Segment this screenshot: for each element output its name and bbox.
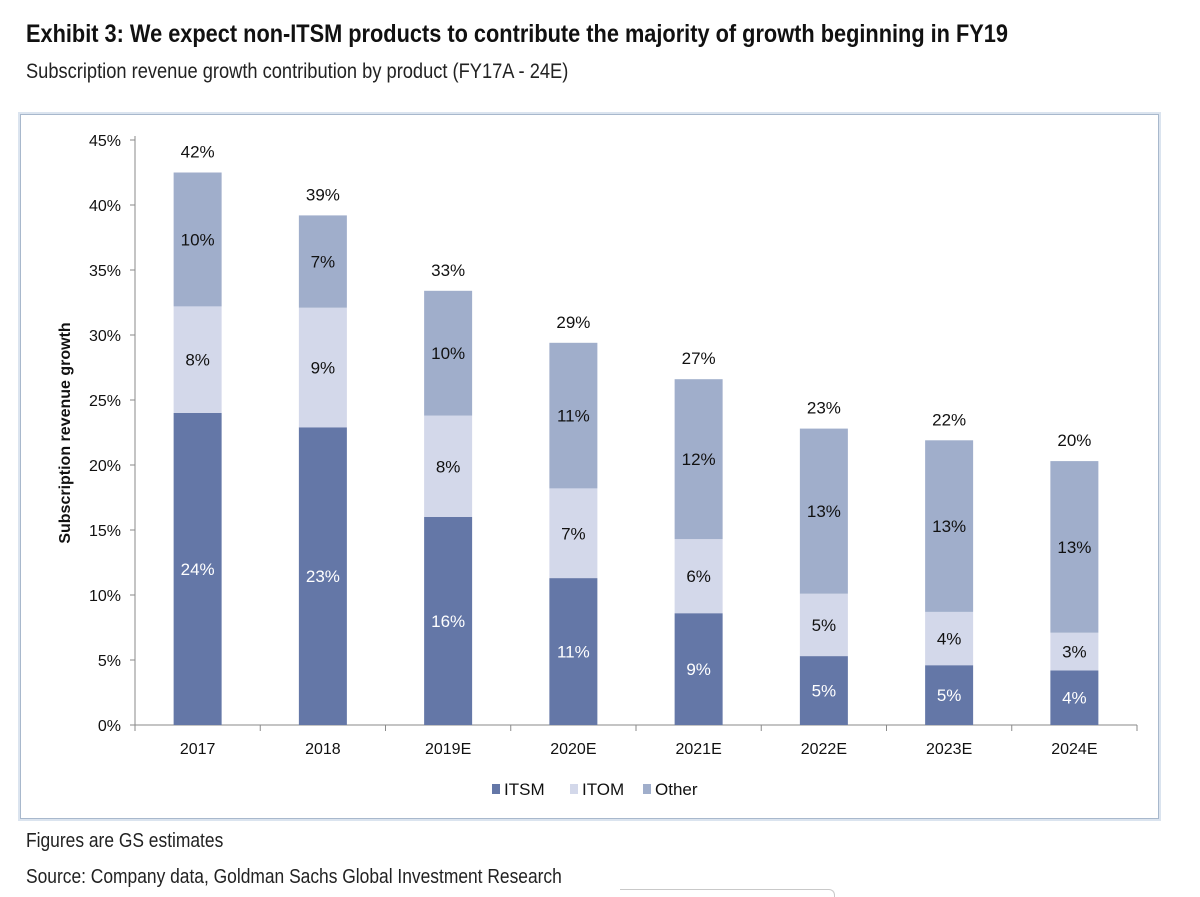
data-label-itom: 7%: [561, 524, 586, 543]
data-label-itsm: 5%: [937, 686, 962, 705]
bar-segment-itsm: [173, 413, 222, 725]
scroll-edge: [620, 889, 835, 897]
bar-segment-itsm: [1050, 670, 1099, 725]
data-label-itom: 8%: [436, 457, 461, 476]
data-label-other: 11%: [557, 407, 590, 426]
legend-swatch-itsm: [492, 784, 500, 794]
bar-segment-itsm: [424, 517, 473, 725]
legend-label-itom: ITOM: [582, 780, 624, 799]
total-label: 42%: [181, 143, 215, 162]
total-label: 29%: [556, 313, 590, 332]
total-label: 23%: [807, 399, 841, 418]
x-tick-label: 2020E: [550, 741, 596, 758]
bar-segment-other: [1050, 461, 1099, 633]
bar-segment-other: [674, 379, 723, 540]
bar-segment-other: [298, 215, 347, 308]
bar-segment-other: [549, 342, 598, 489]
bar-segment-other: [925, 440, 974, 612]
data-label-itsm: 16%: [431, 612, 465, 631]
bar-segment-itom: [549, 488, 598, 579]
data-label-itsm: 11%: [557, 643, 590, 662]
bar-segment-itom: [799, 593, 848, 657]
data-label-other: 13%: [807, 502, 841, 521]
y-tick-label: 45%: [89, 133, 121, 150]
y-tick-label: 25%: [89, 393, 121, 410]
y-tick-label: 20%: [89, 458, 121, 475]
data-label-itsm: 24%: [181, 560, 215, 579]
data-label-other: 13%: [932, 517, 966, 536]
data-label-itom: 3%: [1062, 643, 1087, 662]
data-label-other: 13%: [1057, 538, 1091, 557]
x-tick-label: 2019E: [425, 741, 471, 758]
data-label-itsm: 4%: [1062, 689, 1087, 708]
data-label-other: 12%: [682, 450, 716, 469]
bar-segment-itom: [173, 306, 222, 413]
bar-segment-other: [799, 428, 848, 594]
y-tick-label: 15%: [89, 523, 121, 540]
bar-segment-itsm: [549, 578, 598, 725]
x-tick-label: 2022E: [801, 741, 847, 758]
total-label: 39%: [306, 185, 340, 204]
chart-frame: 0% 5% 10% 15% 20% 25% 30% 35% 40% 45% Subscription…: [20, 114, 1159, 819]
x-tick-label: 2024E: [1051, 741, 1097, 758]
source-note: Source: Company data, Goldman Sachs Glob…: [26, 866, 562, 888]
total-label: 22%: [932, 410, 966, 429]
data-label-other: 7%: [311, 253, 336, 272]
bar-segment-itom: [674, 539, 723, 614]
bar-segment-itsm: [925, 665, 974, 725]
data-label-itom: 4%: [937, 630, 962, 649]
bar-segment-itom: [1050, 632, 1099, 671]
bar-segment-itom: [424, 415, 473, 517]
legend-label-itsm: ITSM: [504, 780, 545, 799]
y-tick-label: 40%: [89, 198, 121, 215]
y-axis-title: Subscription revenue growth: [57, 322, 74, 543]
bar-segment-other: [424, 290, 473, 416]
legend-label-other: Other: [655, 780, 698, 799]
y-tick-label: 30%: [89, 328, 121, 345]
total-label: 27%: [682, 349, 716, 368]
data-label-other: 10%: [181, 230, 215, 249]
bar-segment-itsm: [298, 427, 347, 725]
data-label-itom: 6%: [686, 567, 711, 586]
data-label-itsm: 9%: [686, 660, 711, 679]
x-tick-label: 2023E: [926, 741, 972, 758]
x-tick-label: 2018: [305, 741, 341, 758]
bar-segment-itsm: [674, 613, 723, 725]
y-tick-label: 0%: [98, 718, 121, 735]
x-tick-label: 2021E: [675, 741, 721, 758]
data-label-itom: 5%: [812, 616, 837, 635]
y-tick-label: 35%: [89, 263, 121, 280]
legend-swatch-itom: [570, 784, 578, 794]
total-label: 20%: [1057, 431, 1091, 450]
exhibit-subtitle: Subscription revenue growth contribution…: [26, 60, 569, 83]
data-label-itsm: 5%: [812, 682, 837, 701]
bar-segment-other: [173, 172, 222, 307]
x-tick-label: 2017: [180, 741, 216, 758]
exhibit-title: Exhibit 3: We expect non-ITSM products t…: [26, 20, 1009, 48]
bar-segment-itom: [298, 307, 347, 428]
data-label-itom: 8%: [185, 351, 210, 370]
legend-swatch-other: [643, 784, 651, 794]
footnote-estimates: Figures are GS estimates: [26, 830, 224, 852]
data-label-itom: 9%: [311, 359, 336, 378]
bar-segment-itom: [925, 611, 974, 666]
data-label-other: 10%: [431, 344, 465, 363]
bar-segment-itsm: [799, 656, 848, 725]
y-tick-label: 5%: [98, 653, 121, 670]
total-label: 33%: [431, 261, 465, 280]
y-tick-label: 10%: [89, 588, 121, 605]
data-label-itsm: 23%: [306, 567, 340, 586]
